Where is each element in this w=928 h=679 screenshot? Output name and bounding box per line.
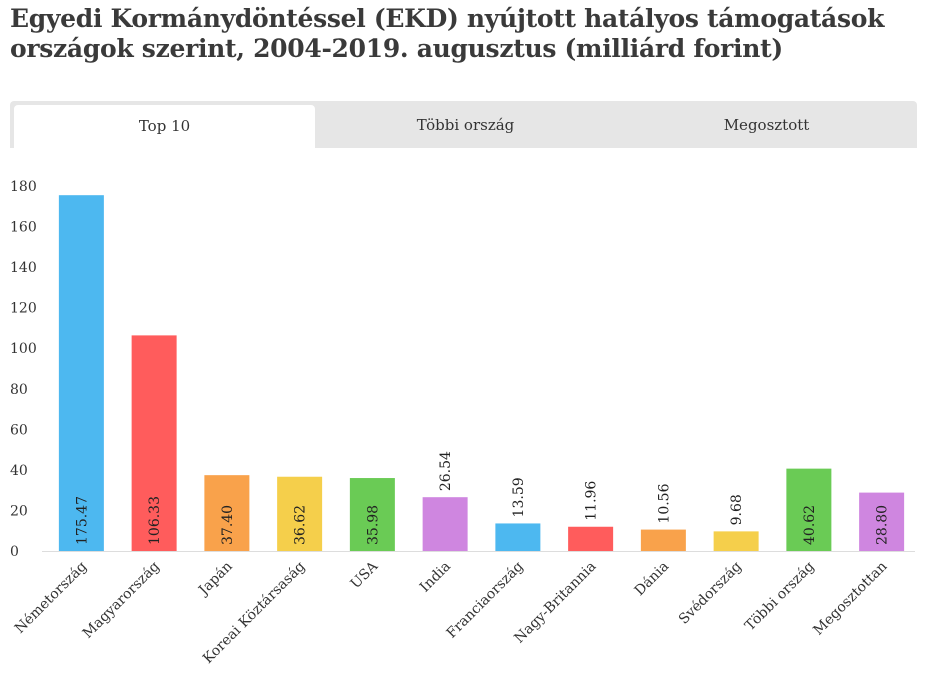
- data-label: 13.59: [511, 477, 527, 517]
- category-label: USA: [348, 558, 382, 592]
- y-tick-label: 20: [10, 503, 28, 519]
- tab-tobbi-orszag[interactable]: Többi ország: [416, 116, 515, 134]
- y-tick-label: 60: [10, 422, 28, 438]
- category-label: Japán: [194, 559, 235, 600]
- category-label: Németország: [12, 558, 90, 636]
- bar: [349, 478, 395, 551]
- category-label: Svédország: [676, 558, 745, 627]
- data-label: 175.47: [74, 496, 90, 545]
- bar: [131, 335, 177, 551]
- data-label: 28.80: [875, 505, 891, 545]
- data-label: 26.54: [438, 451, 454, 491]
- y-tick-label: 0: [10, 544, 19, 560]
- y-tick-label: 100: [10, 341, 37, 357]
- bar-chart: 0 20 40 60 80 100 120 140 160 180 175.47 Németorszá…: [10, 179, 915, 667]
- category-label: Dánia: [632, 559, 673, 600]
- data-label: 106.33: [147, 496, 163, 545]
- data-label: 10.56: [656, 483, 672, 523]
- y-tick-label: 180: [10, 179, 37, 195]
- bar: [58, 195, 104, 551]
- bar: [713, 531, 759, 551]
- tab-megosztott[interactable]: Megosztott: [723, 116, 810, 134]
- data-label: 36.62: [293, 505, 309, 545]
- y-tick-label: 120: [10, 301, 37, 317]
- data-label: 11.96: [584, 481, 600, 521]
- y-tick-label: 160: [10, 220, 37, 236]
- data-label: 40.62: [802, 505, 818, 545]
- data-label: 9.68: [729, 494, 745, 525]
- bar: [859, 492, 905, 551]
- category-label: Többi ország: [742, 558, 818, 634]
- tab-top-10[interactable]: Top 10: [14, 105, 315, 148]
- bar: [277, 476, 323, 551]
- category-label: Megosztottan: [810, 559, 890, 639]
- bar: [568, 526, 614, 551]
- y-tick-label: 80: [10, 382, 28, 398]
- category-label: Franciaország: [444, 558, 527, 641]
- tab-bar: Top 10 Többi ország Megosztott: [10, 101, 917, 148]
- bar: [640, 529, 686, 551]
- data-label: 35.98: [365, 505, 381, 545]
- bar: [422, 497, 468, 551]
- data-label: 37.40: [220, 505, 236, 545]
- bar: [786, 468, 832, 551]
- bar: [495, 523, 541, 551]
- chart-title: Egyedi Kormánydöntéssel (EKD) nyújtott h…: [10, 4, 885, 63]
- category-label: Magyarország: [80, 558, 163, 641]
- bar: [204, 475, 250, 551]
- y-tick-label: 140: [10, 260, 37, 276]
- y-tick-label: 40: [10, 463, 28, 479]
- category-label: India: [417, 559, 454, 596]
